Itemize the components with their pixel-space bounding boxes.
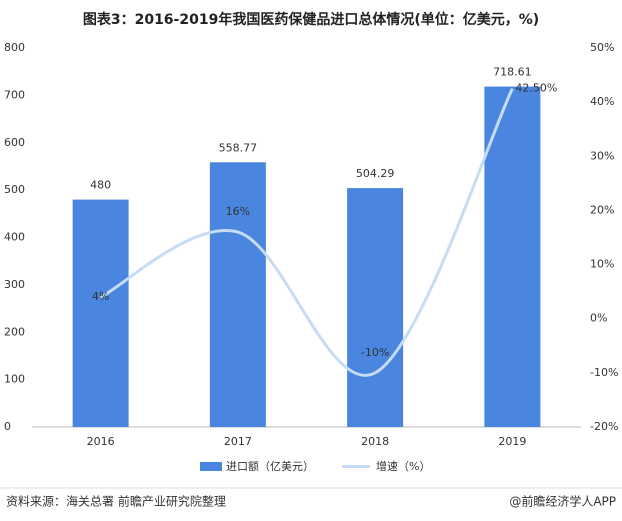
bar-value-label: 558.77 (219, 141, 258, 154)
y2-tick-label: 30% (590, 149, 614, 162)
x-tick-label: 2018 (361, 435, 389, 448)
y2-tick-label: 40% (590, 95, 614, 108)
y2-tick-label: 50% (590, 41, 614, 54)
line (99, 87, 514, 377)
bar-value-label: 504.29 (356, 167, 395, 180)
y-tick-label: 800 (4, 41, 25, 54)
bar-value-label: 480 (90, 179, 111, 192)
x-tick-label: 2016 (87, 435, 115, 448)
y2-tick-label: 0% (590, 312, 607, 325)
bar (209, 162, 266, 427)
y-tick-label: 500 (4, 183, 25, 196)
source: 资料来源：海关总署 前瞻产业研究院整理 (6, 494, 226, 509)
y2-tick-label: -20% (590, 420, 618, 433)
y-tick-label: 300 (4, 278, 25, 291)
line-value-label: -10% (361, 346, 389, 359)
y-tick-label: 100 (4, 373, 25, 386)
y-tick-label: 600 (4, 136, 25, 149)
bar (484, 86, 541, 428)
y2-tick-label: 20% (590, 203, 614, 216)
legend-swatch (200, 462, 222, 471)
chart-title: 图表3：2016-2019年我国医药保健品进口总体情况(单位：亿美元，%) (83, 11, 539, 28)
legend-label: 进口额（亿美元） (226, 460, 314, 473)
line-value-label: 42.50% (515, 82, 557, 95)
y-tick-label: 400 (4, 231, 25, 244)
y-tick-label: 200 (4, 325, 25, 338)
x-tick-label: 2019 (498, 435, 526, 448)
bar-value-label: 718.61 (493, 66, 532, 79)
y2-tick-label: -10% (590, 366, 618, 379)
x-tick-label: 2017 (224, 435, 252, 448)
bar (347, 188, 404, 427)
credit: @前瞻经济学人APP (509, 494, 616, 509)
line-value-label: 4% (92, 290, 109, 303)
y2-tick-label: 10% (590, 258, 614, 271)
bar (72, 199, 129, 427)
y-tick-label: 700 (4, 88, 25, 101)
y-tick-label: 0 (4, 420, 11, 433)
legend-label: 增速（%） (376, 459, 430, 473)
line-value-label: 16% (226, 205, 250, 218)
